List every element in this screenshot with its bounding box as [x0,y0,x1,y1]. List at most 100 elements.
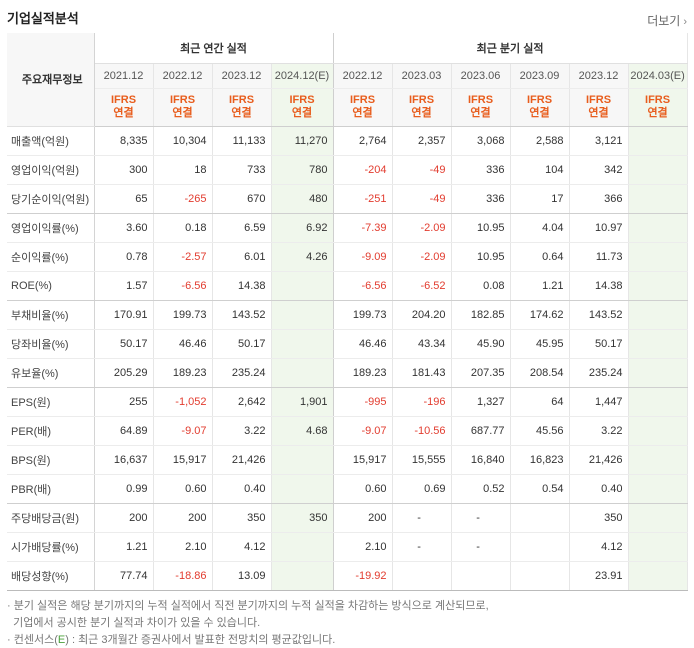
table-cell: 2,357 [392,126,452,156]
table-cell [628,271,688,301]
table-cell: 170.91 [94,300,154,330]
table-cell [628,155,688,185]
table-cell: 10,304 [153,126,213,156]
table-cell: 13.09 [212,561,272,591]
table-cell: 15,917 [333,445,393,475]
table-cell: 2,642 [212,387,272,417]
table-cell [628,242,688,272]
table-cell [628,213,688,243]
table-cell: 18 [153,155,213,185]
section-title: 기업실적분석 [7,11,79,26]
table-cell: 15,555 [392,445,452,475]
table-cell: -251 [333,184,393,214]
table-cell: -196 [392,387,452,417]
table-cell: -19.92 [333,561,393,591]
table-cell: 104 [510,155,570,185]
row-label: 부채비율(%) [7,300,95,330]
table-cell: -49 [392,184,452,214]
table-cell: 64 [510,387,570,417]
table-cell [271,358,334,388]
table-cell: 6.92 [271,213,334,243]
ifrs-label: IFRS [409,94,435,106]
table-cell: 0.78 [94,242,154,272]
row-label: EPS(원) [7,387,95,417]
period-header: 2021.12 [94,63,154,89]
table-cell: 199.73 [153,300,213,330]
table-cell: 77.74 [94,561,154,591]
period-header: 2023.03 [392,63,452,89]
table-cell: 205.29 [94,358,154,388]
table-cell: 366 [569,184,629,214]
table-cell [628,387,688,417]
table-cell: -6.56 [333,271,393,301]
table-cell: 21,426 [569,445,629,475]
table-cell: 235.24 [212,358,272,388]
table-row: 당좌비율(%) 50.17 46.46 50.17 46.46 43.34 45.90 45.… [7,329,688,359]
more-label: 더보기 [647,14,681,28]
table-cell [628,300,688,330]
table-cell: 189.23 [153,358,213,388]
table-cell: -265 [153,184,213,214]
table-cell: 17 [510,184,570,214]
table-cell: -10.56 [392,416,452,446]
ifrs-label: IFRS [645,94,671,106]
table-cell: 207.35 [451,358,511,388]
table-cell [271,300,334,330]
table-cell: 2.10 [153,532,213,562]
table-cell: 143.52 [212,300,272,330]
table-cell: 3,068 [451,126,511,156]
table-row: 주당배당금(원) 200 200 350 350 200- -350 [7,503,688,533]
table-cell: 204.20 [392,300,452,330]
table-cell: 143.52 [569,300,629,330]
table-cell: 342 [569,155,629,185]
ifrs-badge: IFRS 연결 [451,88,511,127]
table-cell: 65 [94,184,154,214]
table-cell: 350 [569,503,629,533]
table-row: EPS(원) 255 -1,052 2,642 1,901 -995 -196 1,327 64… [7,387,688,417]
table-cell: 43.34 [392,329,452,359]
ifrs-label: IFRS [350,94,376,106]
table-cell: 4.12 [212,532,272,562]
table-row: ROE(%) 1.57 -6.56 14.38 -6.56 -6.52 0.08 1.21 14… [7,271,688,301]
table-cell: 199.73 [333,300,393,330]
table-cell: 336 [451,155,511,185]
row-label: 유보율(%) [7,358,95,388]
row-label: PER(배) [7,416,95,446]
row-label: BPS(원) [7,445,95,475]
table-cell: -9.07 [333,416,393,446]
table-cell [510,532,570,562]
table-cell [271,561,334,591]
table-cell: 350 [271,503,334,533]
table-cell: 1.21 [94,532,154,562]
table-cell: 189.23 [333,358,393,388]
table-cell: -18.86 [153,561,213,591]
more-link[interactable]: 더보기 › [647,12,687,29]
ifrs-consolidated-label: 연결 [470,107,491,119]
table-cell: 0.69 [392,474,452,504]
ifrs-consolidated-label: 연결 [529,107,550,119]
ifrs-badge: IFRS 연결 [94,88,154,127]
row-label: 시가배당률(%) [7,532,95,562]
ifrs-badge: IFRS 연결 [153,88,213,127]
ifrs-label: IFRS [527,94,553,106]
table-cell [628,184,688,214]
table-cell: -6.52 [392,271,452,301]
table-cell: 255 [94,387,154,417]
table-cell: 4.12 [569,532,629,562]
table-cell: -7.39 [333,213,393,243]
footnote-2: · 컨센서스(E) : 최근 3개월간 증권사에서 발표한 전망치의 평균값입니… [7,634,336,646]
table-row: 당기순이익(억원) 65 -265 670 480 -251 -49 336 17 366 [7,184,688,214]
table-cell: 21,426 [212,445,272,475]
period-header: 2022.12 [333,63,393,89]
table-row: 영업이익(억원) 300 18 733 780 -204 -49 336 104 342 [7,155,688,185]
row-label: 당기순이익(억원) [7,184,95,214]
period-header: 2023.06 [451,63,511,89]
row-label: 배당성향(%) [7,561,95,591]
table-cell: 11.73 [569,242,629,272]
table-cell: 235.24 [569,358,629,388]
table-cell: 46.46 [333,329,393,359]
table-cell: 1,327 [451,387,511,417]
table-cell: 50.17 [569,329,629,359]
table-cell: 50.17 [94,329,154,359]
table-cell: - [392,503,452,533]
